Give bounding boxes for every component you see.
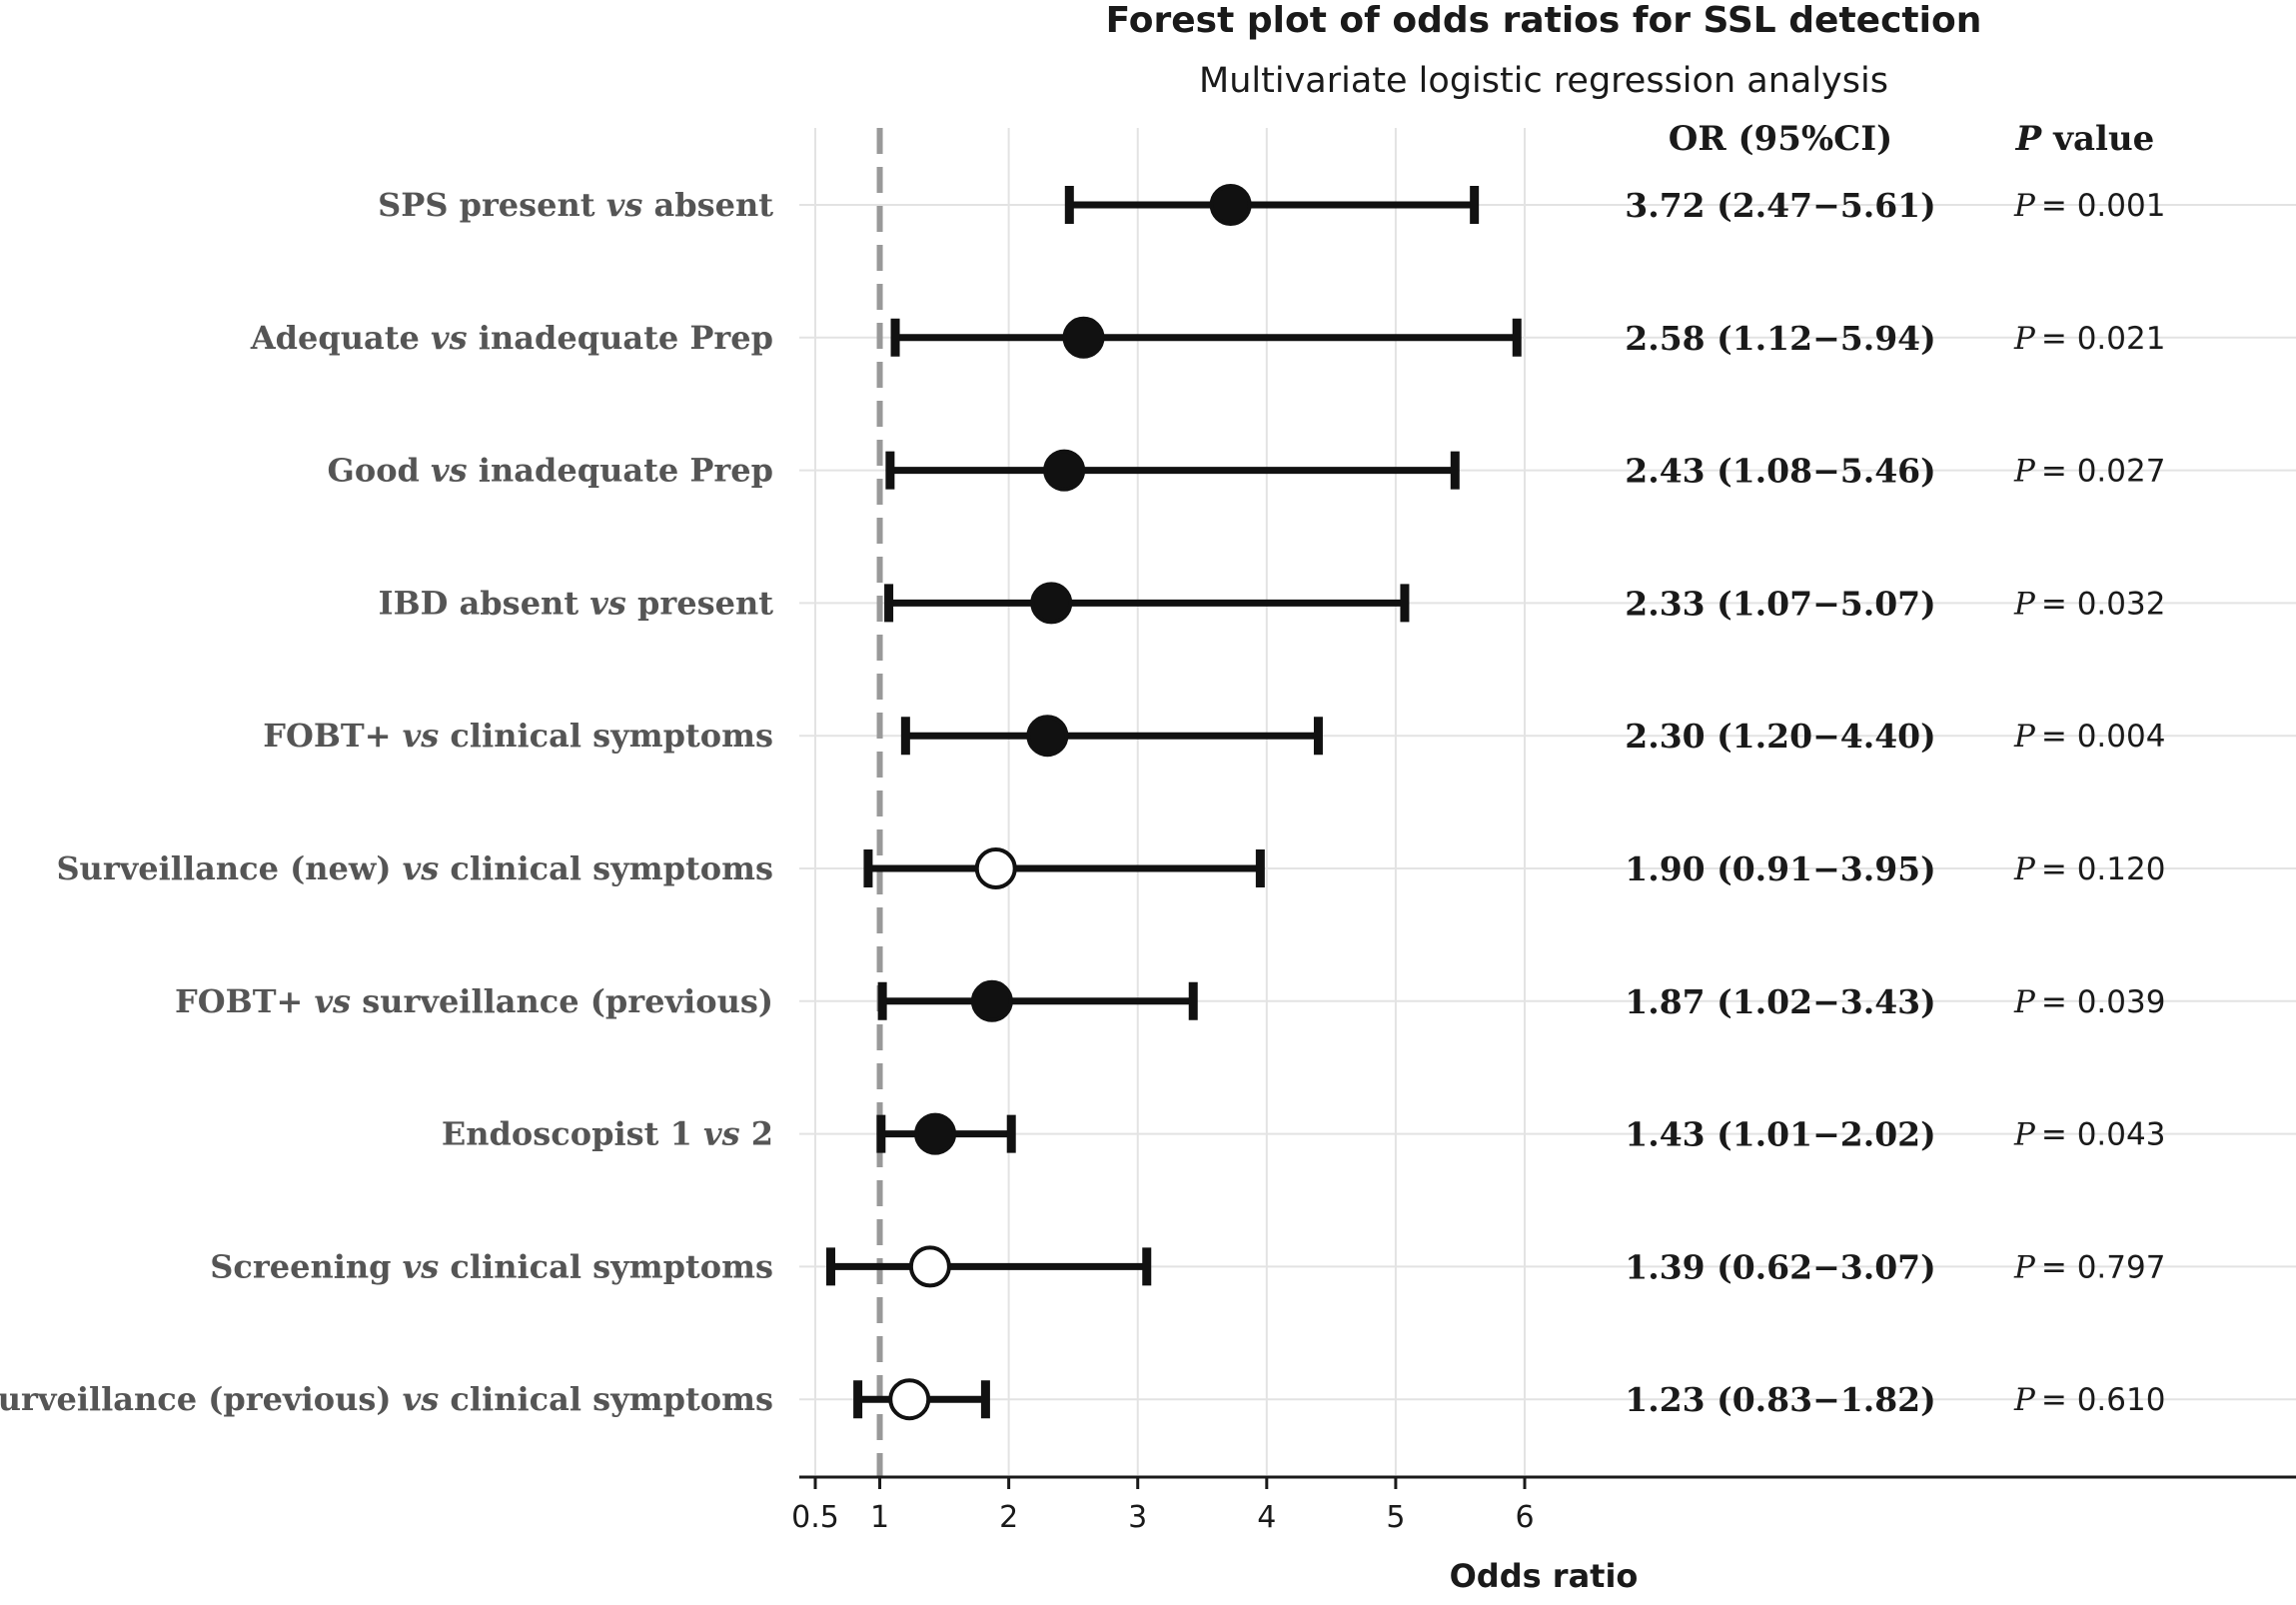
or-value: 3.72 (2.47−5.61) xyxy=(1625,186,1936,225)
row-label: Surveillance (previous) vs clinical symp… xyxy=(0,1380,773,1418)
or-value: 2.58 (1.12−5.94) xyxy=(1625,319,1936,358)
odds-ratio-point-filled xyxy=(1030,582,1073,625)
forest-row: Surveillance (previous) vs clinical symp… xyxy=(0,1378,2165,1421)
or-column-header: OR (95%CI) xyxy=(1669,119,1892,159)
forest-row: SPS present vs absent 3.72 (2.47−5.61) P = … xyxy=(378,184,2165,226)
odds-ratio-point-filled xyxy=(970,979,1013,1022)
row-label: IBD absent vs present xyxy=(379,584,774,622)
forest-rows: SPS present vs absent 3.72 (2.47−5.61) P = … xyxy=(0,184,2165,1421)
row-label: SPS present vs absent xyxy=(378,186,773,224)
forest-row: FOBT+ vs clinical symptoms 2.30 (1.20−4.4… xyxy=(263,715,2165,758)
or-value: 1.87 (1.02−3.43) xyxy=(1625,982,1936,1021)
p-value: P = 0.004 xyxy=(2013,719,2165,755)
p-value: P = 0.027 xyxy=(2013,454,2165,490)
odds-ratio-point-open xyxy=(888,1378,931,1421)
x-tick-label: 4 xyxy=(1257,1500,1276,1535)
odds-ratio-point-filled xyxy=(914,1112,957,1155)
forest-row: Endoscopist 1 vs 2 1.43 (1.01−2.02) P = 0.0… xyxy=(442,1112,2165,1155)
odds-ratio-point-open xyxy=(974,847,1017,889)
odds-ratio-point-open xyxy=(908,1245,951,1288)
forest-row: IBD absent vs present 2.33 (1.07−5.07) P = … xyxy=(379,582,2165,625)
or-value: 2.33 (1.07−5.07) xyxy=(1625,584,1936,623)
chart-title: Forest plot of odds ratios for SSL detec… xyxy=(1106,0,1982,41)
or-value: 1.39 (0.62−3.07) xyxy=(1625,1247,1936,1286)
p-value: P = 0.797 xyxy=(2013,1249,2165,1285)
x-axis-ticks: 0.5 1 2 3 4 5 6 xyxy=(791,1477,1535,1535)
forest-row: FOBT+ vs surveillance (previous) 1.87 (1.… xyxy=(175,979,2165,1022)
odds-ratio-point-filled xyxy=(1026,715,1069,758)
row-label: Adequate vs inadequate Prep xyxy=(250,319,773,357)
row-label: Surveillance (new) vs clinical symptoms xyxy=(56,849,773,887)
forest-row: Surveillance (new) vs clinical symptoms 1… xyxy=(56,847,2165,889)
p-value: P = 0.021 xyxy=(2013,321,2165,357)
or-value: 1.43 (1.01−2.02) xyxy=(1625,1115,1936,1154)
or-value: 1.90 (0.91−3.95) xyxy=(1625,849,1936,888)
p-value: P = 0.610 xyxy=(2013,1382,2165,1418)
p-value: P = 0.039 xyxy=(2013,984,2165,1020)
odds-ratio-point-filled xyxy=(1043,449,1086,492)
or-value: 2.30 (1.20−4.40) xyxy=(1625,717,1936,756)
row-label: Good vs inadequate Prep xyxy=(328,452,773,490)
x-tick-label: 5 xyxy=(1386,1500,1405,1535)
p-value: P = 0.120 xyxy=(2013,851,2165,887)
p-value: P = 0.043 xyxy=(2013,1117,2165,1153)
x-tick-label: 3 xyxy=(1128,1500,1147,1535)
or-value: 1.23 (0.83−1.82) xyxy=(1625,1380,1936,1419)
x-tick-label: 1 xyxy=(870,1500,889,1535)
forest-row: Screening vs clinical symptoms 1.39 (0.62… xyxy=(210,1245,2165,1288)
x-tick-label: 2 xyxy=(999,1500,1018,1535)
row-label: FOBT+ vs surveillance (previous) xyxy=(175,982,773,1020)
p-value: P = 0.001 xyxy=(2013,188,2165,224)
x-tick-label: 6 xyxy=(1515,1500,1534,1535)
row-label: Screening vs clinical symptoms xyxy=(210,1247,773,1285)
x-axis-label: Odds ratio xyxy=(1450,1557,1639,1595)
odds-ratio-point-filled xyxy=(1209,184,1252,226)
forest-row: Good vs inadequate Prep 2.43 (1.08−5.46) P… xyxy=(328,449,2165,492)
or-value: 2.43 (1.08−5.46) xyxy=(1625,452,1936,491)
forest-row: Adequate vs inadequate Prep 2.58 (1.12−5.… xyxy=(250,316,2165,359)
odds-ratio-point-filled xyxy=(1062,316,1105,359)
row-label: Endoscopist 1 vs 2 xyxy=(442,1115,773,1153)
row-label: FOBT+ vs clinical symptoms xyxy=(263,717,773,755)
chart-subtitle: Multivariate logistic regression analysi… xyxy=(1199,61,1888,101)
p-value: P = 0.032 xyxy=(2013,586,2165,622)
x-tick-label: 0.5 xyxy=(791,1500,839,1535)
